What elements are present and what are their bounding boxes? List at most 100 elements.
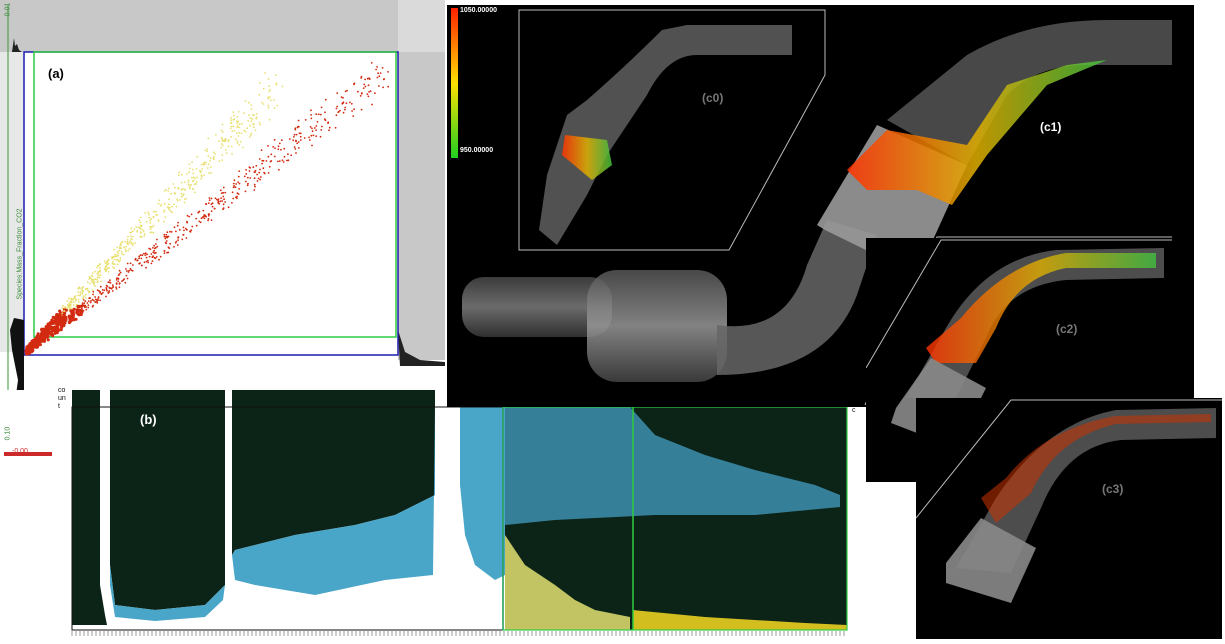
scatter-point (378, 75, 381, 78)
scatter-point (164, 237, 167, 240)
scatter-point (191, 225, 194, 228)
scatter-point (278, 168, 280, 171)
scatter-point (115, 288, 118, 290)
scatter-point (94, 301, 97, 303)
scatter-point (163, 220, 165, 223)
scatter-point (75, 310, 79, 315)
scatter-point (209, 157, 212, 160)
scatter-point (120, 247, 123, 250)
scatter-point (217, 202, 220, 204)
scatter-point (125, 268, 127, 270)
scatter-point (104, 266, 107, 268)
scatter-point (92, 282, 95, 285)
scatter-point (290, 154, 293, 157)
scatter-point (178, 171, 181, 174)
scatter-point (274, 74, 277, 77)
scatter-point (268, 165, 271, 168)
scatter-point (221, 154, 224, 157)
scatter-point (182, 194, 184, 197)
scatter-point (231, 202, 233, 204)
scatter-point (258, 158, 261, 160)
scatter-point (190, 213, 193, 216)
scatter-point (70, 300, 72, 303)
scatter-point (84, 293, 87, 296)
scatter-point (220, 192, 223, 195)
scatter-point (81, 303, 84, 306)
scatter-point (89, 282, 91, 285)
scatter-point (339, 109, 341, 112)
scatter-point (54, 317, 58, 321)
scatter-point (295, 133, 298, 136)
scatter-point (119, 244, 122, 247)
scatter-point (376, 76, 379, 79)
scatter-point (238, 188, 241, 190)
scatter-point (315, 129, 317, 132)
scatter-point (152, 231, 155, 234)
scatter-point (234, 186, 237, 189)
scatter-point (117, 278, 120, 280)
scatter-point (191, 161, 194, 164)
scatter-point (168, 198, 171, 201)
scatter-point (269, 96, 271, 98)
scatter-point (225, 152, 228, 155)
scatter-point (145, 266, 147, 269)
scatter-point (188, 215, 191, 218)
scatter-point (69, 305, 71, 308)
scatter-point (114, 255, 117, 258)
scatter-point (99, 292, 101, 294)
scatter-point (83, 302, 86, 304)
scatter-point (88, 291, 91, 293)
scatter-point (299, 139, 302, 141)
scatter-point (237, 120, 240, 123)
scatter-point (121, 280, 123, 282)
scatter-point (244, 190, 247, 193)
scatter-point (89, 301, 92, 304)
scatter-point (90, 274, 93, 277)
scatter-point (183, 201, 186, 204)
scatter-point (152, 210, 155, 213)
scatter-point (192, 188, 195, 191)
scatter-point (55, 313, 59, 317)
scatter-point (208, 213, 211, 216)
scatter-point (213, 155, 215, 158)
scatter-point (175, 205, 178, 208)
scatter-point (177, 239, 180, 242)
scatter-point (224, 201, 227, 203)
scatter-point (70, 304, 72, 306)
scatter-point (244, 100, 247, 102)
scatter-point (246, 184, 249, 187)
scatter-point (353, 108, 355, 111)
scatter-point (366, 77, 369, 80)
scatter-point (211, 205, 214, 208)
scatter-point (148, 216, 151, 219)
scatter-point (217, 198, 220, 201)
scatter-point (32, 341, 37, 345)
scatter-point (287, 159, 290, 162)
volume-render-c3: (c3) (915, 398, 1222, 639)
scatter-point (310, 117, 313, 120)
scatter-point (160, 203, 163, 206)
scatter-point (167, 251, 170, 254)
scatter-point (237, 175, 240, 178)
scatter-point (130, 235, 132, 238)
scatter-point (177, 221, 180, 224)
scatter-point (111, 290, 114, 292)
histogram-panel: (b) count c (55, 385, 856, 639)
scatter-point (231, 130, 234, 133)
scatter-point (236, 192, 239, 195)
scatter-point (267, 96, 270, 99)
scatter-point (116, 263, 119, 266)
scatter-point (315, 125, 318, 127)
scatter-point (88, 278, 91, 280)
scatter-point (366, 93, 369, 96)
scatter-point (378, 85, 380, 87)
scatter-point (159, 205, 162, 207)
scatter-point (145, 220, 148, 223)
scatter-point (190, 229, 193, 232)
scatter-point (115, 279, 118, 281)
scatter-point (252, 126, 255, 129)
scatter-point (319, 135, 322, 138)
scatter-point (72, 304, 75, 306)
scatter-point (191, 176, 193, 179)
scatter-point (198, 210, 201, 213)
